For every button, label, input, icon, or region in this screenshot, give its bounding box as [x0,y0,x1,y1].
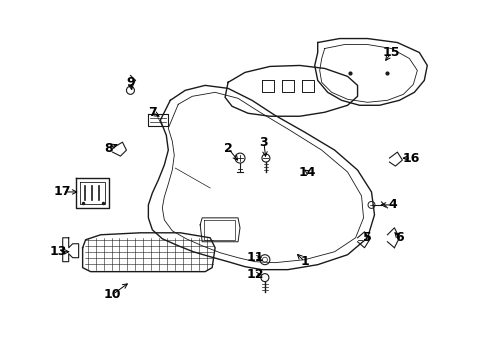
Text: 1: 1 [300,255,308,268]
Text: 2: 2 [223,141,232,155]
Text: 10: 10 [103,288,121,301]
Text: 9: 9 [126,76,135,89]
Text: 12: 12 [245,268,263,281]
Text: 15: 15 [382,46,399,59]
Text: 6: 6 [394,231,403,244]
Text: 4: 4 [387,198,396,211]
Text: 3: 3 [259,136,268,149]
Text: 8: 8 [104,141,113,155]
Text: 7: 7 [148,106,157,119]
Text: 13: 13 [50,245,67,258]
Text: 16: 16 [402,152,419,165]
Text: 17: 17 [54,185,71,198]
Text: 14: 14 [298,166,316,179]
Text: 11: 11 [245,251,263,264]
Text: 5: 5 [363,231,371,244]
